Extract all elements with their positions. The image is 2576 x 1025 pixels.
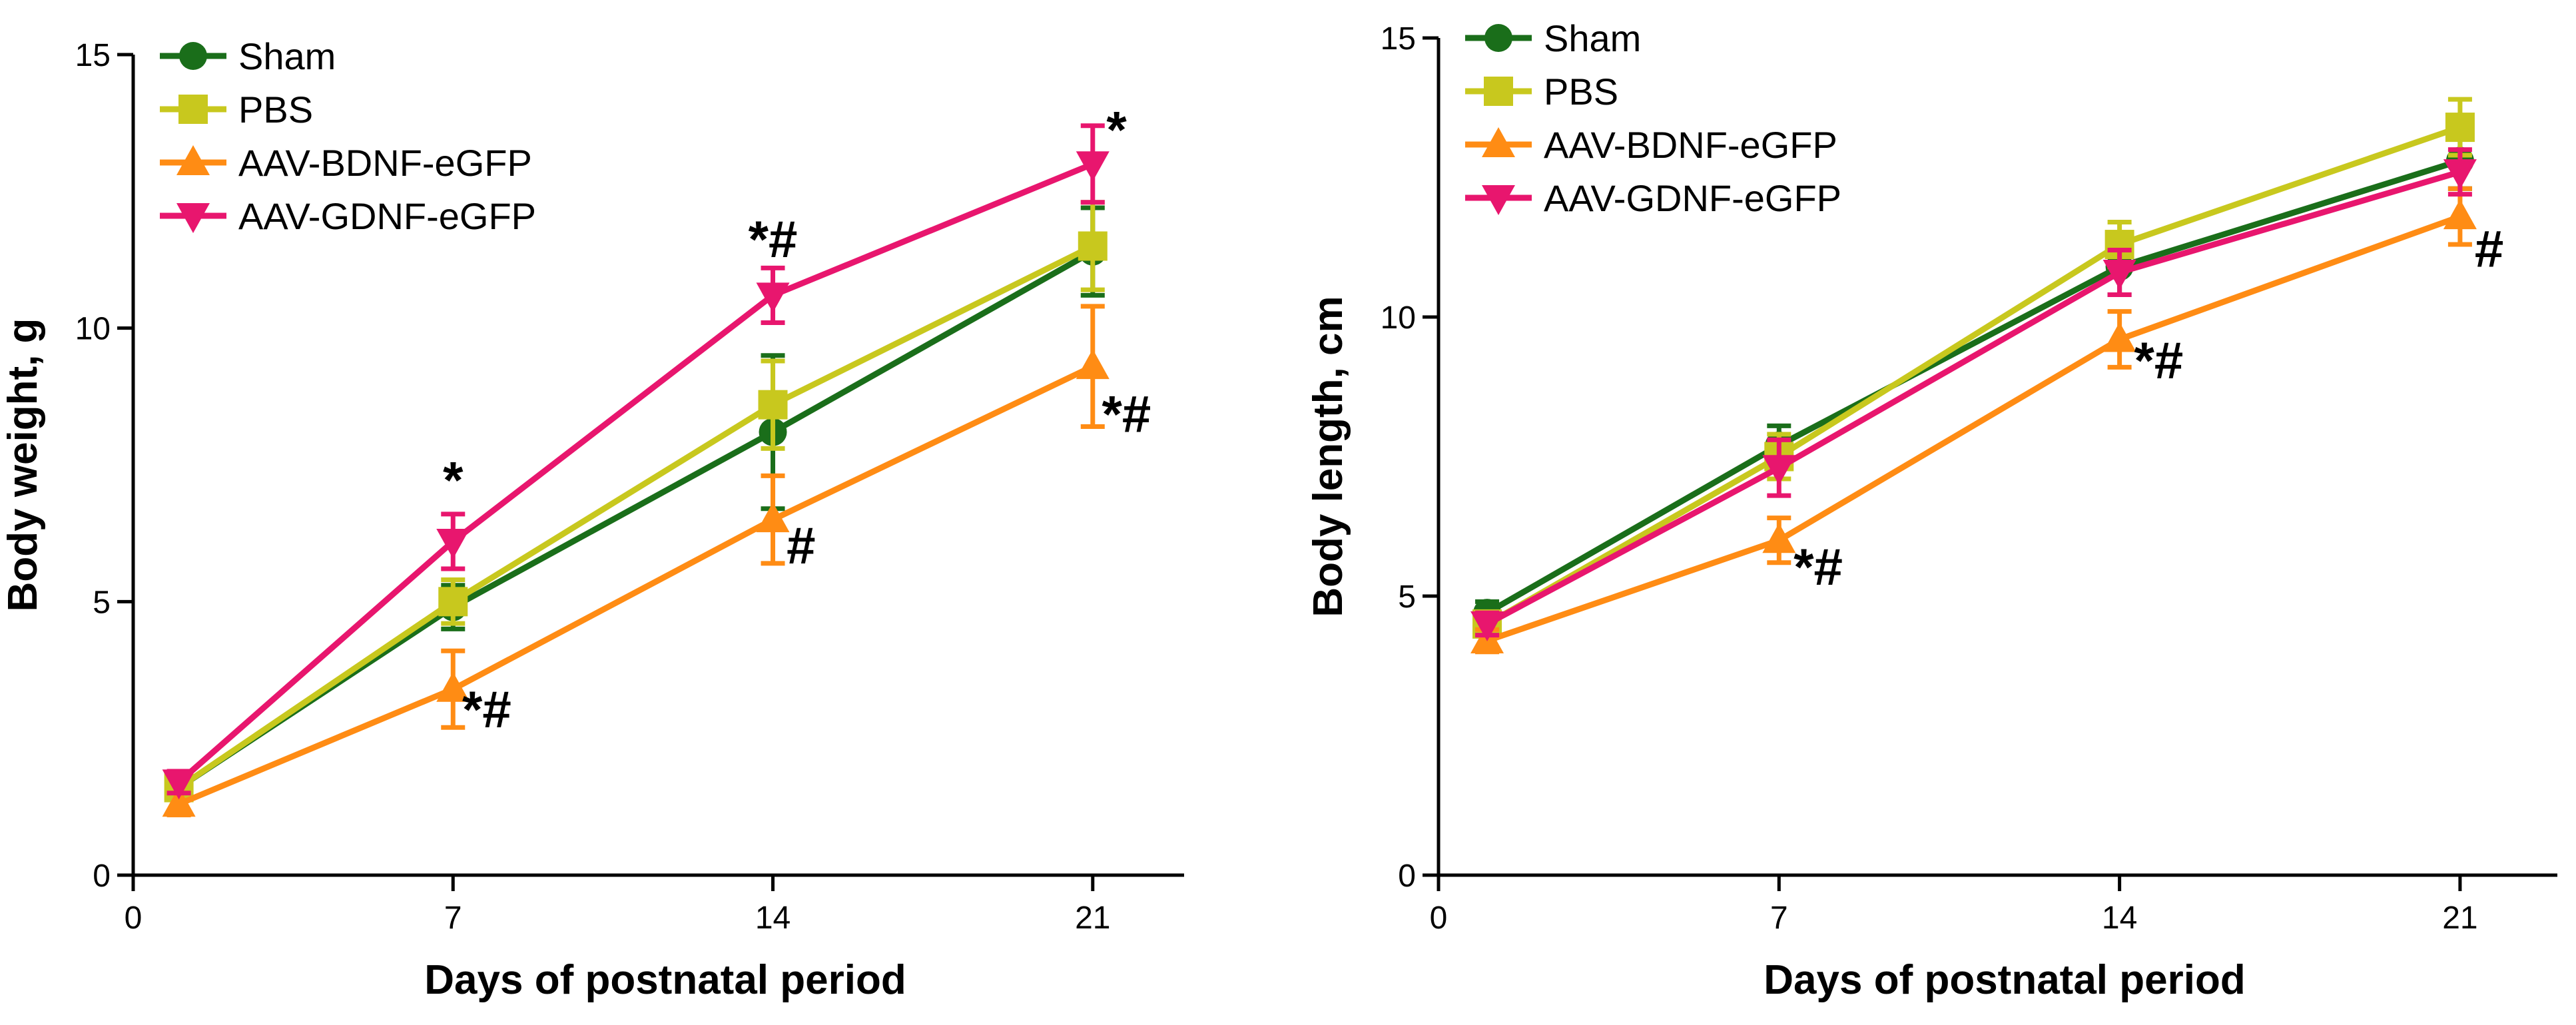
y-tick-label: 15 (1381, 21, 1416, 57)
data-point (1076, 349, 1110, 380)
data-point (756, 502, 790, 533)
series-line (177, 248, 1094, 791)
legend-label: AAV-BDNF-eGFP (1544, 124, 1837, 166)
x-axis-title: Days of postnatal period (424, 957, 906, 1003)
legend-item-pbs: PBS (160, 89, 313, 131)
significance-annotation: # (787, 516, 815, 575)
y-tick-label: 10 (1381, 300, 1416, 336)
data-point (2443, 199, 2477, 230)
significance-annotation: * (1106, 101, 1127, 159)
legend-marker (1484, 77, 1513, 106)
legend-marker (178, 95, 208, 124)
data-point (162, 787, 196, 817)
legend-label: AAV-BDNF-eGFP (238, 142, 532, 184)
x-tick-label: 14 (2102, 900, 2137, 936)
series-line (1485, 124, 2461, 627)
legend-marker (179, 42, 207, 70)
data-point (436, 671, 470, 702)
legend-marker (176, 203, 210, 233)
legend-item-aav-gdnf-egfp: AAV-GDNF-eGFP (160, 195, 536, 237)
body-length-chart: 0 5 10 15 0 7 14 21 Days of postnatal period Body… (1305, 17, 2557, 1003)
y-tick-label: 5 (1398, 579, 1416, 615)
data-point (438, 587, 468, 617)
series-line (176, 161, 1094, 785)
data-point (162, 769, 196, 800)
significance-annotation: *# (462, 680, 511, 739)
x-tick-label: 21 (2442, 900, 2477, 936)
data-point (1076, 151, 1110, 182)
series-aav-gdnf-egfp (162, 123, 1110, 800)
y-axis-title: Body weight, g (0, 318, 46, 612)
legend-item-sham: Sham (160, 35, 336, 77)
series-aav-gdnf-egfp (1470, 147, 2477, 641)
data-point (1762, 523, 1796, 553)
x-axis-title: Days of postnatal period (1764, 957, 2245, 1003)
significance-annotation: # (2475, 220, 2503, 278)
y-axis-title: Body length, cm (1305, 296, 1351, 617)
significance-annotation: *# (749, 210, 798, 268)
body-weight-chart: 0 5 10 15 0 7 14 21 Days of postnatal period Body… (0, 35, 1184, 1003)
legend-label: AAV-GDNF-eGFP (1544, 177, 1841, 219)
legend-label: AAV-GDNF-eGFP (238, 195, 536, 237)
y-tick-label: 5 (93, 585, 111, 620)
data-point (2102, 259, 2136, 290)
significance-annotation: *# (1793, 537, 1843, 596)
data-point (436, 528, 470, 559)
significance-annotation: *# (1102, 385, 1151, 444)
y-tick-label: 15 (75, 38, 111, 73)
x-tick-label: 0 (125, 900, 143, 936)
legend-marker (1482, 185, 1515, 215)
series-line (1486, 213, 2461, 644)
legend-item-aav-bdnf-egfp: AAV-BDNF-eGFP (160, 142, 532, 184)
legend: Sham PBS AAV-BDNF-eGFP AAV-GDNF-eGFP (160, 35, 536, 237)
legend-item-aav-gdnf-egfp: AAV-GDNF-eGFP (1465, 177, 1841, 219)
series-line (1485, 158, 2461, 616)
series-line (1485, 169, 2461, 627)
series-pbs (164, 200, 1108, 803)
x-tick-label: 7 (444, 900, 462, 936)
legend-label: Sham (238, 35, 336, 77)
legend-marker (1482, 127, 1515, 157)
x-tick-label: 21 (1075, 900, 1110, 936)
legend-item-sham: Sham (1465, 17, 1641, 59)
series-aav-bdnf-egfp (162, 304, 1110, 818)
legend-label: Sham (1544, 17, 1641, 59)
data-point (758, 390, 788, 420)
series-sham (164, 205, 1107, 802)
legend: Sham PBS AAV-BDNF-eGFP AAV-GDNF-eGFP (1465, 17, 1841, 219)
x-tick-label: 0 (1430, 900, 1448, 936)
legend-marker (1484, 24, 1512, 52)
significance-annotation: * (443, 450, 464, 509)
data-point (1762, 455, 1796, 486)
y-tick-label: 0 (93, 858, 111, 894)
legend-label: PBS (1544, 71, 1618, 113)
data-point (2443, 159, 2477, 190)
legend-item-aav-bdnf-egfp: AAV-BDNF-eGFP (1465, 124, 1837, 166)
series-line (177, 243, 1094, 791)
data-point (1078, 231, 1108, 261)
legend-marker (176, 145, 210, 175)
y-tick-label: 10 (75, 312, 111, 347)
y-tick-label: 0 (1398, 858, 1416, 894)
legend-label: PBS (238, 89, 313, 131)
series-aav-bdnf-egfp (1470, 186, 2477, 655)
x-tick-label: 7 (1770, 900, 1788, 936)
data-point (1470, 611, 1504, 641)
data-point (2445, 113, 2475, 143)
significance-annotation: *# (2134, 331, 2184, 390)
data-point (756, 282, 790, 313)
data-point (2102, 322, 2136, 352)
legend-item-pbs: PBS (1465, 71, 1618, 113)
series-line (177, 364, 1094, 807)
x-tick-label: 14 (755, 900, 791, 936)
